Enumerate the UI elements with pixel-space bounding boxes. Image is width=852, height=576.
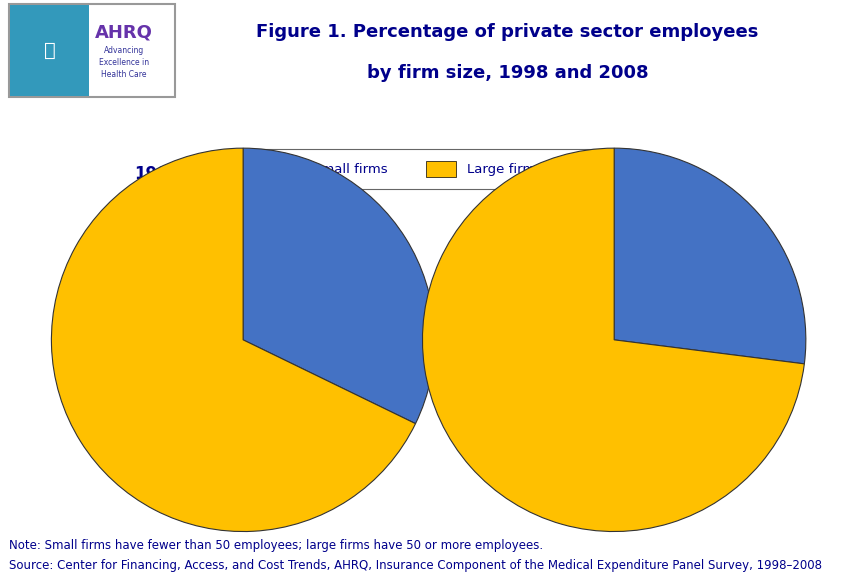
Text: by firm size, 1998 and 2008: by firm size, 1998 and 2008 [366, 63, 648, 82]
Text: 73.0%: 73.0% [264, 498, 312, 511]
Text: AHRQ: AHRQ [95, 23, 153, 41]
FancyBboxPatch shape [426, 161, 456, 177]
Text: 32.2%: 32.2% [524, 351, 573, 365]
Text: Large firms: Large firms [466, 162, 541, 176]
Text: Figure 1. Percentage of private sector employees: Figure 1. Percentage of private sector e… [256, 23, 757, 41]
FancyBboxPatch shape [273, 161, 302, 177]
Wedge shape [613, 148, 805, 364]
Wedge shape [422, 148, 803, 532]
Text: Note: Small firms have fewer than 50 employees; large firms have 50 or more empl: Note: Small firms have fewer than 50 emp… [9, 539, 542, 552]
Text: Small firms: Small firms [313, 162, 387, 176]
Wedge shape [243, 148, 435, 423]
Text: 2008: 2008 [539, 165, 585, 183]
Wedge shape [51, 148, 415, 532]
Text: 1998: 1998 [135, 165, 181, 183]
Text: 🦅: 🦅 [43, 41, 55, 60]
FancyBboxPatch shape [256, 149, 596, 189]
FancyBboxPatch shape [10, 5, 89, 96]
FancyBboxPatch shape [9, 4, 175, 97]
Text: Advancing
Excellence in
Health Care: Advancing Excellence in Health Care [99, 46, 148, 79]
Text: Source: Center for Financing, Access, and Cost Trends, AHRQ, Insurance Component: Source: Center for Financing, Access, an… [9, 559, 820, 573]
